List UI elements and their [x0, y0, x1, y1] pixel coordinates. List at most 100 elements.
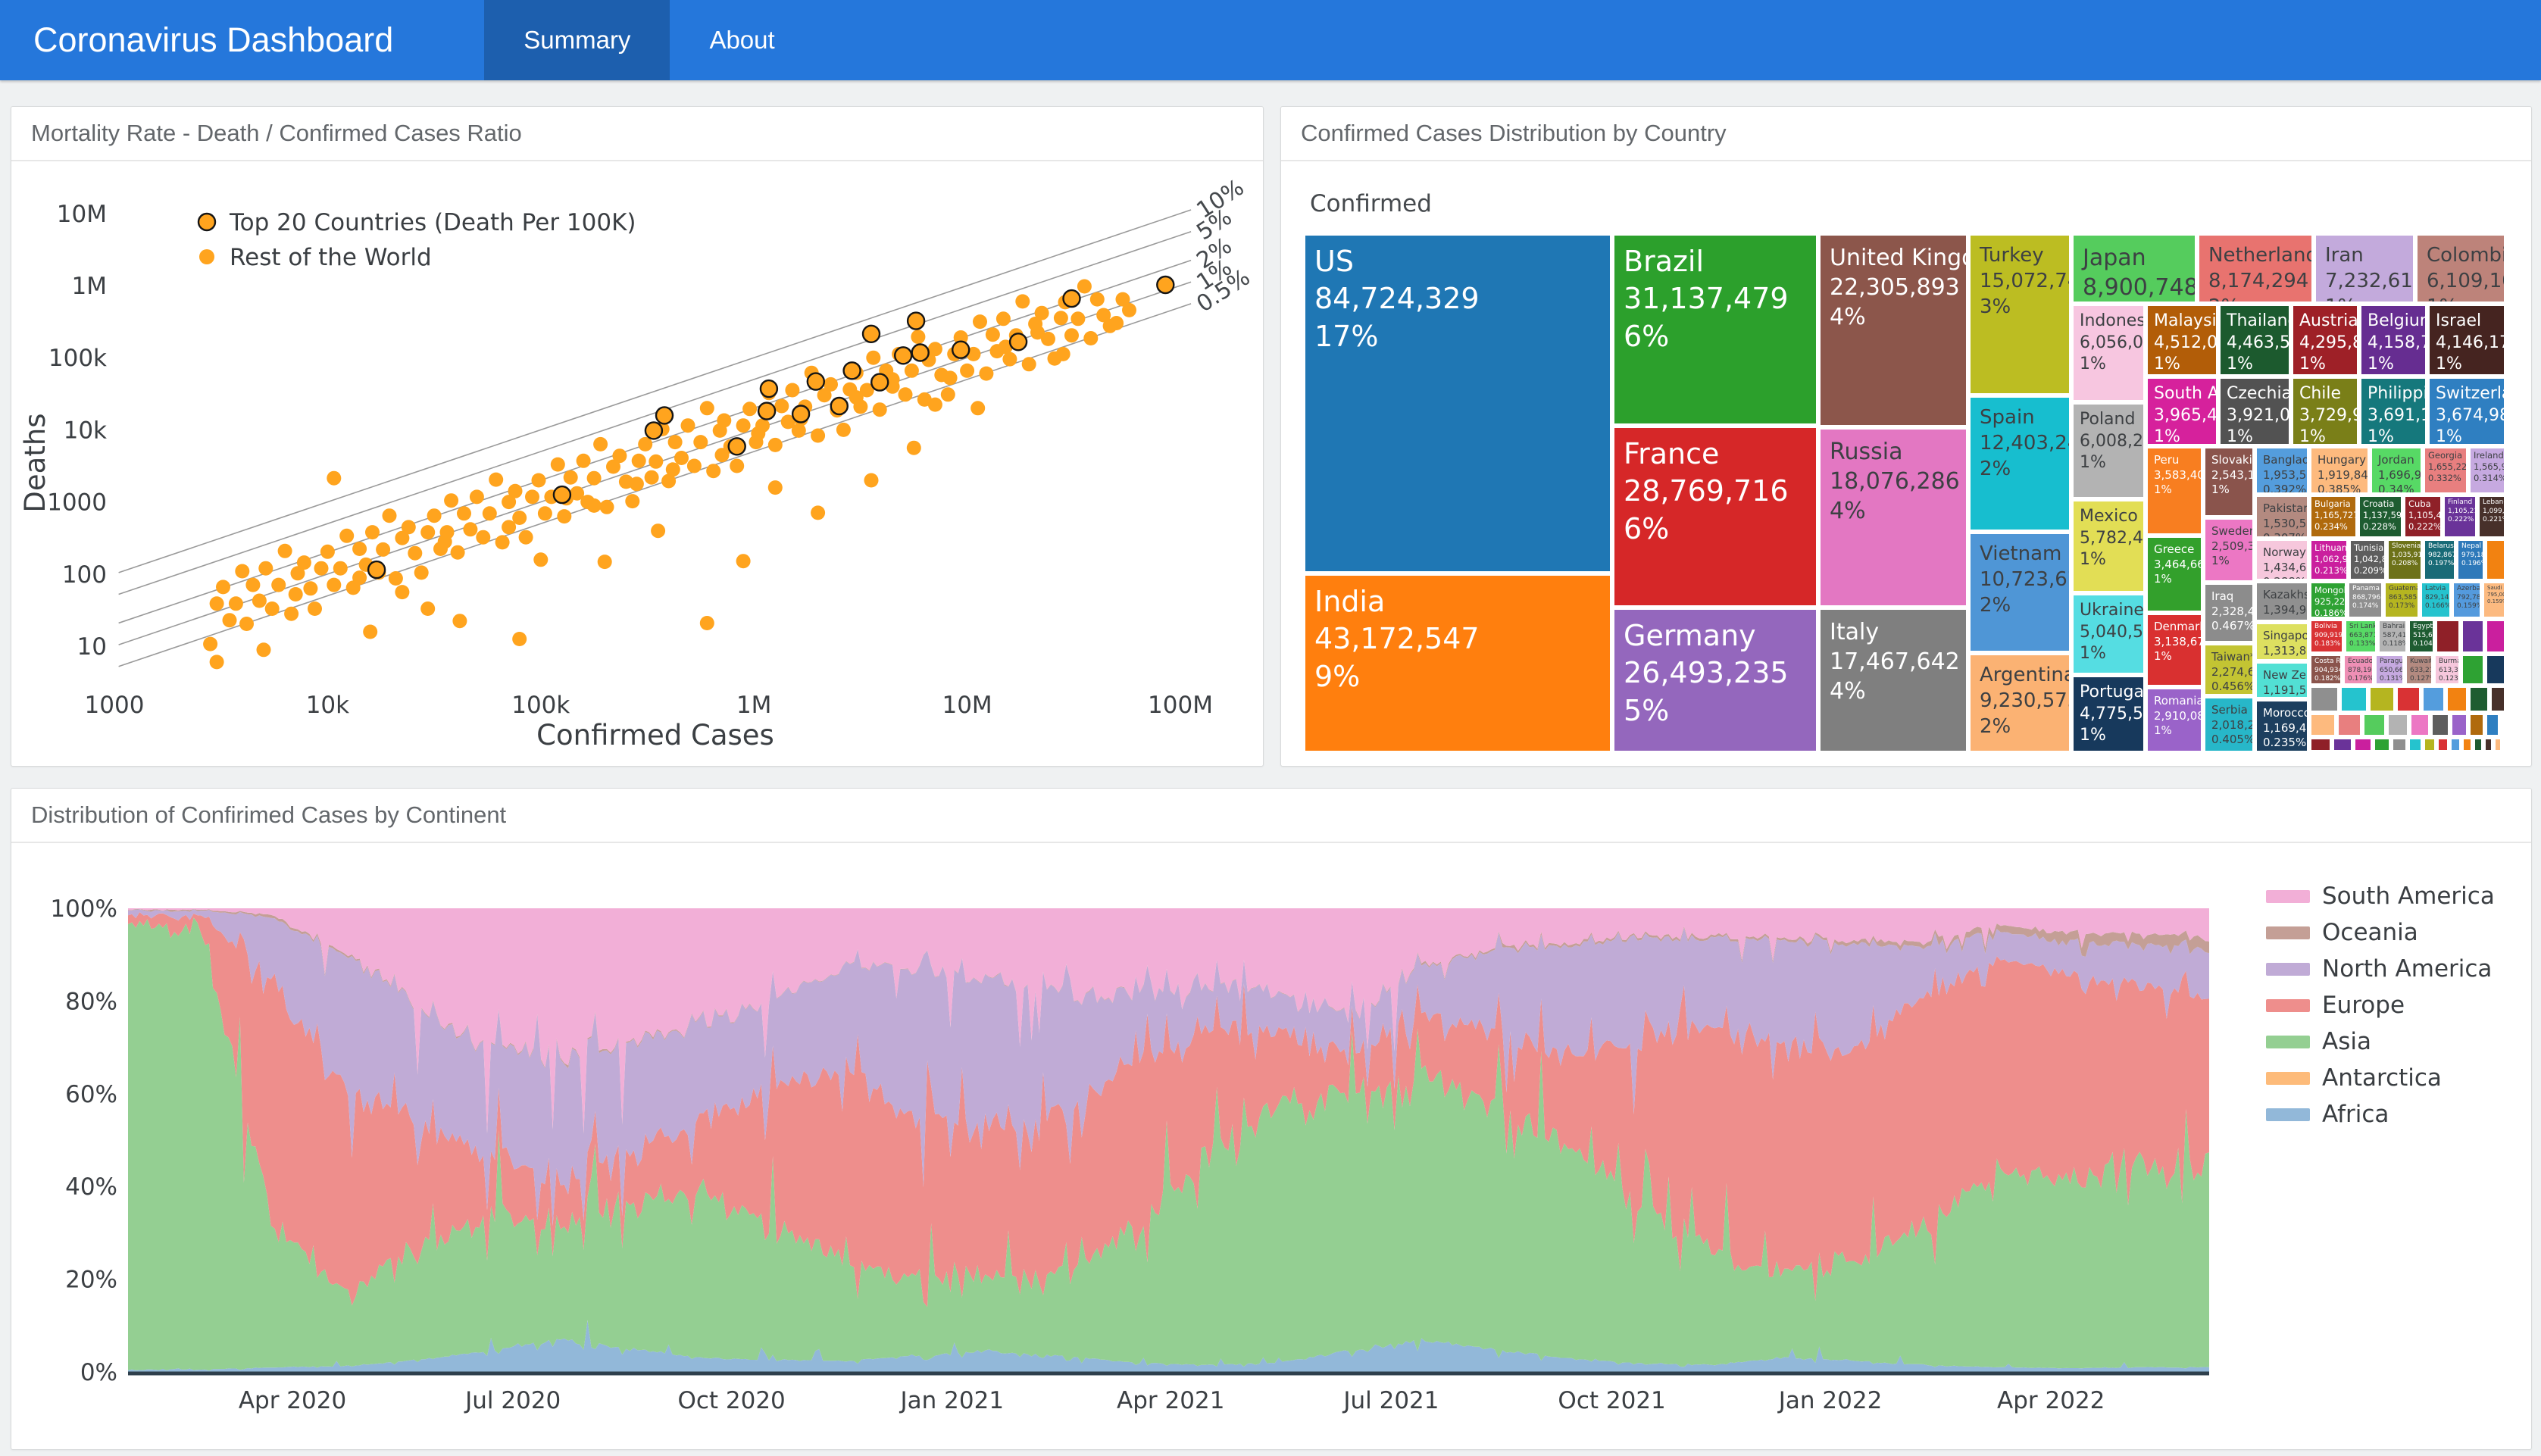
scatter-point-rest[interactable] [651, 523, 666, 539]
scatter-point-rest[interactable] [463, 522, 478, 537]
treemap-cell-switzerland[interactable]: Switzerland 3,674,986 1% [2430, 379, 2504, 444]
area-legend-item-south-america[interactable]: South America [2266, 878, 2531, 914]
treemap-cell-italy[interactable]: Italy 17,467,642 4% [1821, 610, 1966, 751]
treemap-cell-small[interactable] [2487, 715, 2498, 735]
scatter-point-rest[interactable] [288, 587, 303, 601]
scatter-point-rest[interactable] [414, 565, 429, 580]
scatter-point-rest[interactable] [1021, 357, 1036, 372]
treemap-cell-small[interactable] [2464, 739, 2471, 750]
treemap-cell-uruguay[interactable] [2487, 541, 2504, 579]
treemap-cell-small[interactable] [2448, 688, 2466, 711]
scatter-point-rest[interactable] [256, 642, 271, 658]
scatter-point-rest[interactable] [502, 495, 517, 510]
scatter-point-rest[interactable] [271, 577, 286, 592]
treemap-cell-small[interactable] [2342, 688, 2366, 711]
area-band-oceania[interactable] [128, 908, 2209, 1134]
treemap-cell-india[interactable]: India 43,172,547 9% [1305, 576, 1610, 751]
scatter-point-rest[interactable] [898, 387, 913, 402]
treemap-cell-lithuania[interactable]: Lithuania1,062,9500.213% [2311, 541, 2346, 579]
area-band-africa[interactable] [128, 1320, 2209, 1372]
treemap-cell-small[interactable] [2425, 739, 2434, 750]
scatter-point-rest[interactable] [327, 577, 342, 592]
treemap-cell-austria[interactable]: Austria 4,295,818 1% [2293, 306, 2357, 374]
treemap-cell-small[interactable] [2371, 688, 2393, 711]
scatter-point-rest[interactable] [866, 350, 881, 365]
treemap-cell-small[interactable] [2463, 656, 2483, 683]
scatter-point-rest[interactable] [767, 437, 783, 452]
scatter-point-rest[interactable] [667, 435, 683, 450]
scatter-point-rest[interactable] [714, 448, 730, 463]
treemap-cell-small[interactable] [2393, 739, 2405, 750]
scatter-point-rest[interactable] [327, 470, 342, 486]
scatter-point-rest[interactable] [533, 552, 549, 567]
treemap-cell-mongolia[interactable]: Mongolia925,2270.186% [2311, 583, 2345, 617]
scatter-point-rest[interactable] [508, 483, 523, 498]
scatter-point-rest[interactable] [512, 511, 527, 525]
scatter-point-top20[interactable] [727, 437, 746, 456]
treemap-cell-small[interactable] [2471, 715, 2483, 735]
scatter-point-rest[interactable] [457, 506, 471, 521]
scatter-point-rest[interactable] [1002, 352, 1017, 367]
scatter-point-rest[interactable] [942, 370, 958, 386]
scatter-point-rest[interactable] [824, 376, 838, 392]
treemap-cell-poland[interactable]: Poland 6,008,2951% [2074, 405, 2143, 497]
scatter-point-rest[interactable] [859, 383, 874, 398]
treemap-cell-bulgaria[interactable]: Bulgaria 1,165,727 0.234% [2311, 497, 2355, 536]
scatter-point-rest[interactable] [973, 314, 987, 330]
scatter-point-rest[interactable] [401, 520, 416, 535]
treemap-cell-malaysia[interactable]: Malaysia 4,512,040 1% [2148, 306, 2216, 374]
scatter-point-rest[interactable] [811, 428, 826, 443]
scatter-point-rest[interactable] [774, 398, 789, 414]
scatter-point-rest[interactable] [953, 330, 968, 345]
scatter-point-top20[interactable] [367, 560, 386, 580]
scatter-point-rest[interactable] [597, 555, 612, 570]
treemap-cell-ecuador[interactable]: Ecuador878,1960.176% [2345, 656, 2372, 683]
treemap-cell-small[interactable] [2311, 688, 2337, 711]
treemap-cell-small[interactable] [2375, 739, 2389, 750]
scatter-point-rest[interactable] [518, 530, 533, 545]
scatter-point-rest[interactable] [751, 426, 766, 441]
scatter-point-rest[interactable] [512, 632, 527, 646]
treemap-cell-small[interactable] [2311, 715, 2334, 735]
scatter-point-rest[interactable] [365, 525, 380, 540]
treemap-cell-taiwan-[interactable]: Taiwan*2,274,6660.456% [2205, 645, 2252, 694]
scatter-point-rest[interactable] [661, 473, 677, 489]
scatter-point-rest[interactable] [531, 473, 546, 488]
scatter-point-top20[interactable] [906, 311, 926, 330]
scatter-point-rest[interactable] [674, 451, 689, 465]
scatter-point-top20[interactable] [1008, 333, 1028, 352]
scatter-point-rest[interactable] [906, 440, 921, 455]
scatter-point-rest[interactable] [209, 655, 224, 670]
treemap-cell-united-kingdom[interactable]: United Kingdom 22,305,893 4% [1821, 236, 1966, 425]
scatter-point-rest[interactable] [742, 401, 758, 417]
scatter-point-rest[interactable] [979, 366, 994, 381]
scatter-point-rest[interactable] [284, 606, 299, 621]
scatter-point-top20[interactable] [842, 361, 861, 380]
scatter-point-top20[interactable] [806, 372, 826, 391]
scatter-point-rest[interactable] [593, 436, 608, 451]
treemap-cell-israel[interactable]: Israel 4,146,176 1% [2430, 306, 2504, 374]
area-band-south-america[interactable] [128, 908, 2209, 1133]
treemap-cell-small[interactable] [2311, 739, 2330, 750]
scatter-point-rest[interactable] [1115, 292, 1130, 307]
scatter-point-rest[interactable] [1096, 308, 1111, 323]
scatter-point-rest[interactable] [817, 388, 832, 403]
scatter-point-rest[interactable] [665, 462, 680, 477]
treemap-cell-portugal[interactable]: Portugal 4,775,529 1% [2074, 677, 2143, 751]
scatter-point-top20[interactable] [759, 379, 779, 398]
treemap-cell-small[interactable] [2355, 739, 2371, 750]
treemap-cell-thailand[interactable]: Thailand 4,463,557 1% [2221, 306, 2289, 374]
scatter-point-rest[interactable] [333, 561, 348, 576]
scatter-point-rest[interactable] [736, 554, 751, 569]
treemap-cell-ukraine[interactable]: Ukraine 5,040,5181% [2074, 595, 2143, 673]
scatter-point-top20[interactable] [644, 421, 664, 440]
scatter-point-rest[interactable] [960, 363, 975, 378]
treemap-cell-colombia[interactable]: Colombia6,109,105 1% [2418, 236, 2504, 302]
scatter-point-rest[interactable] [239, 617, 254, 631]
